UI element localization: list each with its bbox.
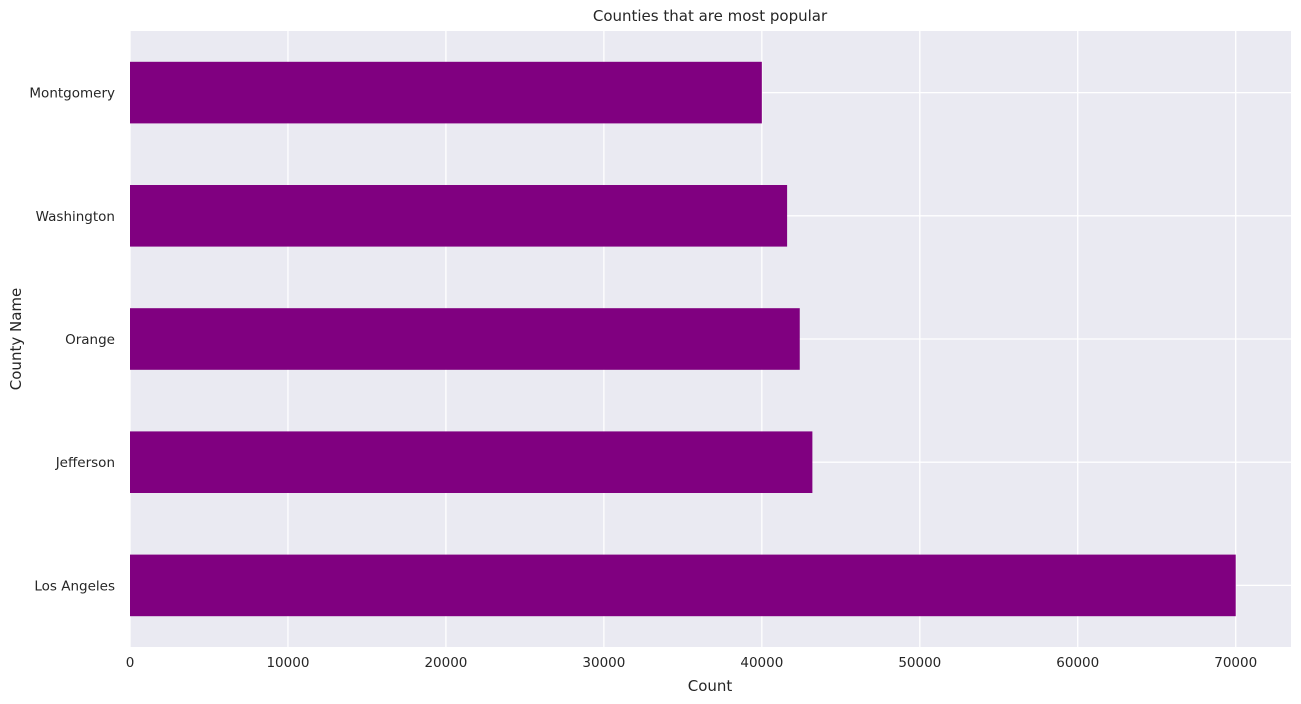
bar-washington <box>130 185 788 247</box>
bar-montgomery <box>130 61 762 124</box>
x-tick-label: 50000 <box>898 655 941 671</box>
bars <box>130 61 1236 617</box>
y-tick-label: Los Angeles <box>34 578 115 594</box>
x-tick-label: 20000 <box>424 655 467 671</box>
x-tick-label: 0 <box>126 655 135 671</box>
x-tick-label: 30000 <box>582 655 625 671</box>
x-axis-label: Count <box>688 677 733 695</box>
chart-title: Counties that are most popular <box>593 7 828 25</box>
y-tick-label: Orange <box>65 332 115 348</box>
x-tick-label: 70000 <box>1214 655 1257 671</box>
bar-los-angeles <box>130 554 1236 617</box>
y-tick-label: Montgomery <box>29 86 115 102</box>
y-tick-label: Washington <box>36 209 115 225</box>
x-tick-label: 60000 <box>1056 655 1099 671</box>
y-tick-labels: Los Angeles Jefferson Orange Washington Mont… <box>29 86 115 595</box>
bar-jefferson <box>130 431 813 493</box>
bar-orange <box>130 308 800 370</box>
x-tick-label: 40000 <box>740 655 783 671</box>
y-tick-label: Jefferson <box>55 455 115 471</box>
x-tick-labels: 0 10000 20000 30000 40000 50000 60000 70000 <box>126 655 1257 671</box>
y-axis-label: County Name <box>7 288 25 390</box>
x-tick-label: 10000 <box>266 655 309 671</box>
